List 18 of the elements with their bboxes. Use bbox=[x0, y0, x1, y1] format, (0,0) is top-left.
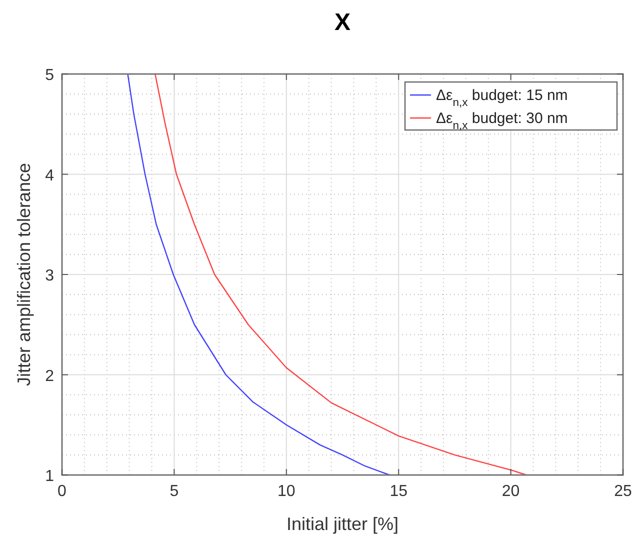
x-tick-label: 20 bbox=[502, 483, 520, 500]
x-tick-label: 15 bbox=[390, 483, 408, 500]
x-tick-label: 5 bbox=[170, 483, 179, 500]
x-axis-title: Initial jitter [%] bbox=[286, 514, 399, 534]
y-tick-label: 3 bbox=[45, 268, 54, 284]
line-series bbox=[154, 73, 528, 476]
y-tick-label: 5 bbox=[45, 67, 54, 84]
y-tick-label: 4 bbox=[45, 167, 54, 184]
x-tick-label: 10 bbox=[278, 483, 296, 500]
x-tick-label: 25 bbox=[614, 483, 632, 500]
line-series bbox=[127, 73, 390, 476]
legend-label: Δε$_{n,x}$ budget: 30 nm bbox=[436, 110, 568, 132]
x-tick-label: 0 bbox=[58, 483, 67, 500]
chart-title: X bbox=[334, 9, 351, 36]
y-tick-label: 1 bbox=[45, 468, 54, 485]
legend-label: Δε$_{n,x}$ budget: 15 nm bbox=[436, 87, 568, 109]
y-axis-title: Jitter amplification tolerance bbox=[14, 162, 34, 386]
y-tick-label: 2 bbox=[45, 368, 54, 385]
